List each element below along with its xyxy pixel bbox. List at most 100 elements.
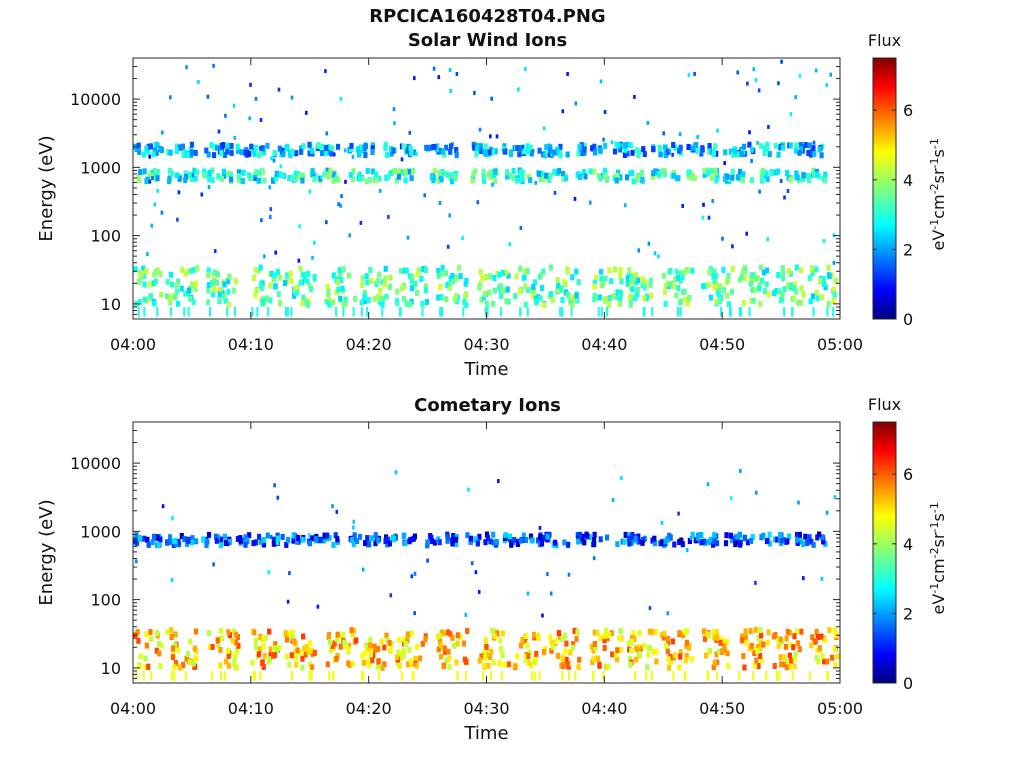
flux-cell <box>506 661 512 668</box>
flux-cell <box>312 649 317 656</box>
flux-cell <box>618 647 623 654</box>
flux-cell <box>330 643 335 649</box>
flux-cell <box>277 644 282 651</box>
flux-cell <box>772 663 777 669</box>
flux-cell <box>541 613 544 618</box>
flux-cell <box>787 663 792 670</box>
flux-cell <box>636 174 641 181</box>
flux-cell <box>250 659 255 666</box>
flux-cell <box>597 294 602 301</box>
flux-cell <box>603 110 607 114</box>
flux-cell <box>408 145 413 152</box>
flux-cell <box>260 169 265 176</box>
flux-cell <box>573 196 577 201</box>
flux-cell <box>438 173 443 180</box>
flux-cell <box>776 643 781 649</box>
flux-cell <box>293 176 298 183</box>
flux-cell <box>677 539 682 545</box>
flux-cell <box>444 144 449 151</box>
flux-cell <box>784 664 789 671</box>
flux-cell <box>241 537 246 544</box>
flux-cell <box>717 283 723 290</box>
flux-cell <box>271 177 276 184</box>
flux-cell <box>582 143 587 149</box>
flux-cell <box>788 642 793 649</box>
flux-cell <box>263 634 268 641</box>
flux-cell <box>258 264 263 271</box>
flux-cell <box>695 148 700 154</box>
flux-cell <box>656 171 661 178</box>
flux-cell <box>829 72 833 77</box>
flux-cell <box>170 577 174 582</box>
flux-cell <box>155 175 160 182</box>
flux-cell <box>339 277 344 284</box>
flux-cell <box>220 671 222 681</box>
flux-cell <box>791 295 796 302</box>
flux-cell <box>184 173 189 180</box>
flux-cell <box>183 170 188 177</box>
flux-cell <box>780 296 785 303</box>
flux-cell <box>365 646 370 653</box>
flux-cell <box>431 177 436 184</box>
flux-cell <box>527 649 532 656</box>
flux-cell <box>498 646 504 653</box>
flux-cell <box>780 269 785 276</box>
flux-cell <box>757 88 761 93</box>
x-tick-label: 04:50 <box>699 699 745 718</box>
flux-cell <box>549 640 554 647</box>
flux-cell <box>832 627 837 634</box>
flux-cell <box>193 280 199 287</box>
flux-cell <box>681 269 686 276</box>
flux-cell <box>794 170 799 177</box>
flux-cell <box>476 200 480 205</box>
flux-cell <box>590 659 595 666</box>
flux-cell <box>437 170 442 177</box>
flux-cell <box>548 144 553 151</box>
flux-cell <box>651 146 656 153</box>
flux-cell <box>227 539 232 545</box>
flux-cell <box>618 174 623 181</box>
flux-cell <box>548 172 553 179</box>
flux-cell <box>394 177 399 184</box>
flux-cell <box>135 629 140 636</box>
flux-cell <box>359 299 364 306</box>
flux-cell <box>300 177 305 184</box>
colorbar-tick-label: 2 <box>903 604 913 623</box>
flux-cell <box>738 307 741 317</box>
flux-cell <box>335 307 338 317</box>
flux-cell <box>761 269 767 276</box>
flux-cell <box>269 270 274 277</box>
flux-cell <box>260 298 265 305</box>
flux-cell <box>444 657 449 664</box>
flux-cell <box>413 611 416 616</box>
flux-cell <box>423 283 428 290</box>
flux-cell <box>284 653 289 660</box>
flux-cell <box>225 148 230 155</box>
x-tick-label: 04:40 <box>581 335 627 354</box>
flux-cell <box>833 277 838 284</box>
flux-cell <box>175 288 180 295</box>
flux-cell <box>396 649 401 656</box>
flux-cell <box>738 168 743 175</box>
flux-cell <box>663 151 668 158</box>
flux-cell <box>399 285 405 292</box>
flux-cell <box>577 531 583 538</box>
flux-cell <box>602 671 605 681</box>
flux-cell <box>439 294 444 300</box>
flux-cell <box>212 269 217 276</box>
flux-cell <box>636 533 641 540</box>
flux-cell <box>137 307 140 317</box>
flux-cell <box>826 264 831 271</box>
flux-cell <box>370 657 375 664</box>
flux-cell <box>452 173 457 180</box>
flux-cell <box>376 658 381 665</box>
flux-cell <box>478 127 482 132</box>
flux-cell <box>227 542 230 547</box>
flux-cell <box>378 295 384 302</box>
flux-cell <box>449 178 455 185</box>
flux-cell <box>372 643 377 650</box>
flux-cell <box>458 273 463 280</box>
flux-cell <box>182 536 187 543</box>
flux-cell <box>307 540 313 547</box>
flux-cell <box>253 266 259 273</box>
